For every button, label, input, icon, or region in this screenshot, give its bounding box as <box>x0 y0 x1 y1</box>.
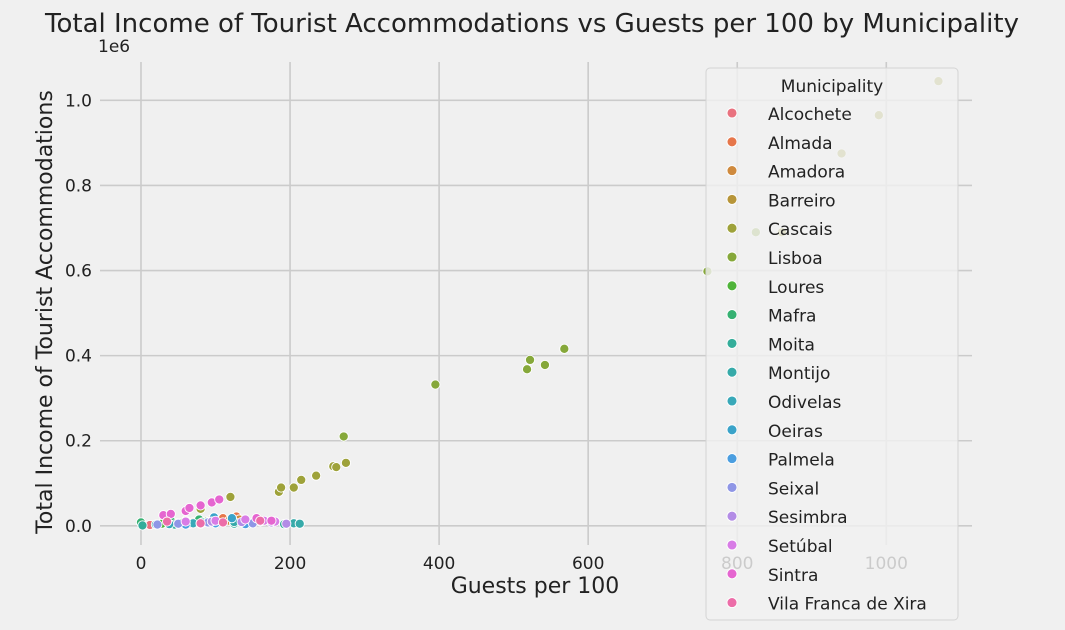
legend-label: Loures <box>768 278 824 298</box>
legend-marker <box>726 222 738 234</box>
data-point <box>217 517 229 528</box>
legend-label: Cascais <box>768 220 833 240</box>
data-point <box>184 502 195 514</box>
legend-label: Oeiras <box>768 422 823 442</box>
legend-label: Sintra <box>768 566 818 586</box>
legend-items: Alcochete Almada Amadora Barreiro Cascais Lis… <box>726 105 927 615</box>
x-tick-label: 0 <box>136 554 147 574</box>
legend-box <box>705 67 959 621</box>
legend-label: Montijo <box>768 364 830 384</box>
data-point <box>524 354 536 365</box>
legend-marker <box>726 193 738 205</box>
legend-label: Amadora <box>768 163 845 183</box>
legend-label: Odivelas <box>768 393 842 413</box>
data-point <box>152 519 163 530</box>
data-point <box>180 516 191 527</box>
data-point <box>430 379 441 390</box>
y-tick-label: 0.6 <box>65 262 92 282</box>
data-point <box>240 514 251 525</box>
data-point <box>255 515 266 526</box>
legend-label: Setúbal <box>768 537 833 557</box>
data-point <box>331 462 342 473</box>
legend: Municipality Alcochete Almada Amadora Barre… <box>705 67 959 621</box>
y-axis-label: Total Income of Tourist Accommodations <box>33 90 58 535</box>
data-points <box>135 76 944 531</box>
legend-marker <box>726 453 738 465</box>
data-point <box>539 359 550 371</box>
data-point <box>214 494 225 505</box>
legend-marker <box>726 309 738 321</box>
data-point <box>276 482 287 493</box>
legend-marker <box>726 424 738 436</box>
x-tick-label: 200 <box>274 554 306 574</box>
x-tick-label: 600 <box>572 554 604 574</box>
legend-marker <box>726 251 738 263</box>
data-point <box>195 500 206 511</box>
legend-marker <box>726 107 738 119</box>
legend-title: Municipality <box>781 77 883 97</box>
legend-marker <box>726 539 738 551</box>
y-tick-label: 1.0 <box>65 91 92 111</box>
x-axis-label: Guests per 100 <box>451 574 620 599</box>
data-point <box>266 515 277 526</box>
legend-label: Moita <box>768 335 815 355</box>
y-tick-label: 0.2 <box>65 432 92 452</box>
legend-label: Vila Franca de Xira <box>768 595 927 615</box>
x-tick-label: 400 <box>423 554 455 574</box>
data-point <box>226 513 237 524</box>
legend-marker <box>726 481 738 493</box>
data-point <box>137 520 148 531</box>
legend-marker <box>726 136 738 148</box>
data-point <box>296 474 307 485</box>
legend-marker <box>726 280 738 292</box>
legend-label: Alcochete <box>768 105 852 125</box>
y-tick-label: 0.8 <box>65 176 92 196</box>
legend-label: Palmela <box>768 451 835 471</box>
data-point <box>522 364 533 375</box>
legend-label: Lisboa <box>768 249 823 269</box>
data-point <box>338 431 349 442</box>
y-tick-label: 0.4 <box>65 347 92 367</box>
legend-label: Mafra <box>768 307 816 327</box>
y-tick-label: 0.0 <box>65 517 92 537</box>
data-point <box>281 518 292 529</box>
legend-marker <box>726 395 738 407</box>
legend-marker <box>726 510 738 522</box>
data-point <box>294 518 305 529</box>
data-point <box>288 482 299 493</box>
data-point <box>162 516 173 527</box>
chart-title: Total Income of Tourist Accommodations v… <box>44 9 1019 39</box>
legend-label: Sesimbra <box>768 508 848 528</box>
legend-marker <box>726 568 738 580</box>
legend-label: Almada <box>768 134 833 154</box>
data-point <box>559 343 570 354</box>
legend-label: Seixal <box>768 479 819 499</box>
legend-marker <box>726 597 738 609</box>
data-point <box>340 457 351 468</box>
y-scale-label: 1e6 <box>98 37 130 57</box>
data-point <box>195 518 206 529</box>
legend-marker <box>726 366 738 378</box>
legend-marker <box>726 165 738 177</box>
data-point <box>311 470 322 481</box>
legend-marker <box>726 337 738 349</box>
legend-label: Barreiro <box>768 191 836 211</box>
data-point <box>225 491 236 502</box>
